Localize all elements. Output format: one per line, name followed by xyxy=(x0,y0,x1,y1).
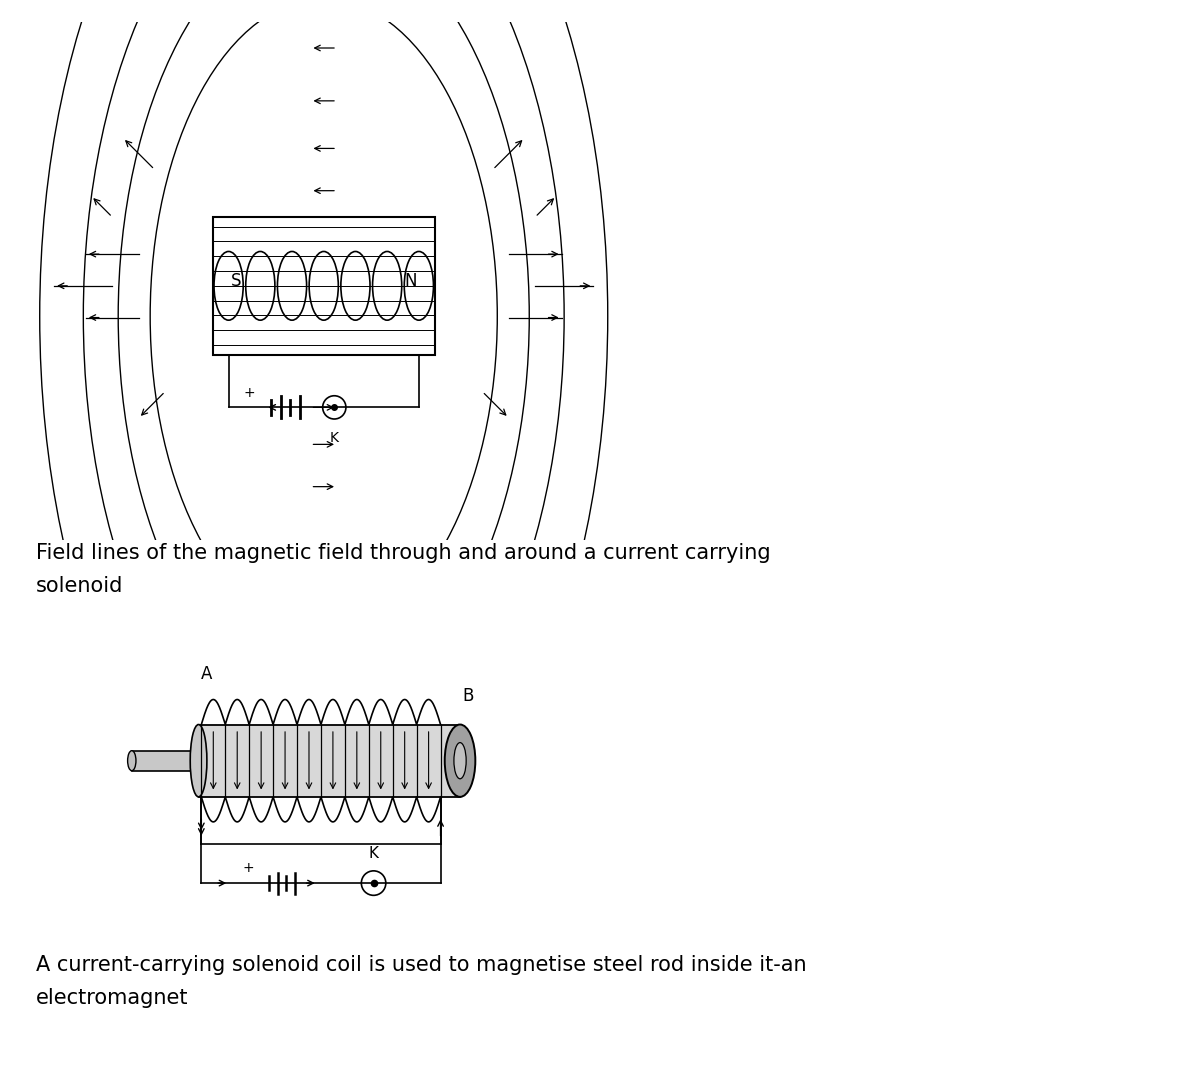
Bar xyxy=(212,217,435,355)
Ellipse shape xyxy=(191,724,207,797)
Ellipse shape xyxy=(445,724,475,797)
Bar xyxy=(132,751,199,770)
Text: N: N xyxy=(405,272,417,289)
Text: Field lines of the magnetic field through and around a current carrying
solenoid: Field lines of the magnetic field throug… xyxy=(36,543,771,596)
Text: +: + xyxy=(242,861,254,874)
Ellipse shape xyxy=(127,751,135,770)
Text: A: A xyxy=(201,665,212,683)
Ellipse shape xyxy=(454,742,466,779)
Text: B: B xyxy=(463,687,474,705)
Text: +: + xyxy=(243,385,255,399)
Bar xyxy=(199,724,460,797)
Text: S: S xyxy=(231,272,242,289)
Text: K: K xyxy=(330,432,339,446)
Text: K: K xyxy=(368,846,379,861)
Text: A current-carrying solenoid coil is used to magnetise steel rod inside it-an
ele: A current-carrying solenoid coil is used… xyxy=(36,955,807,1008)
